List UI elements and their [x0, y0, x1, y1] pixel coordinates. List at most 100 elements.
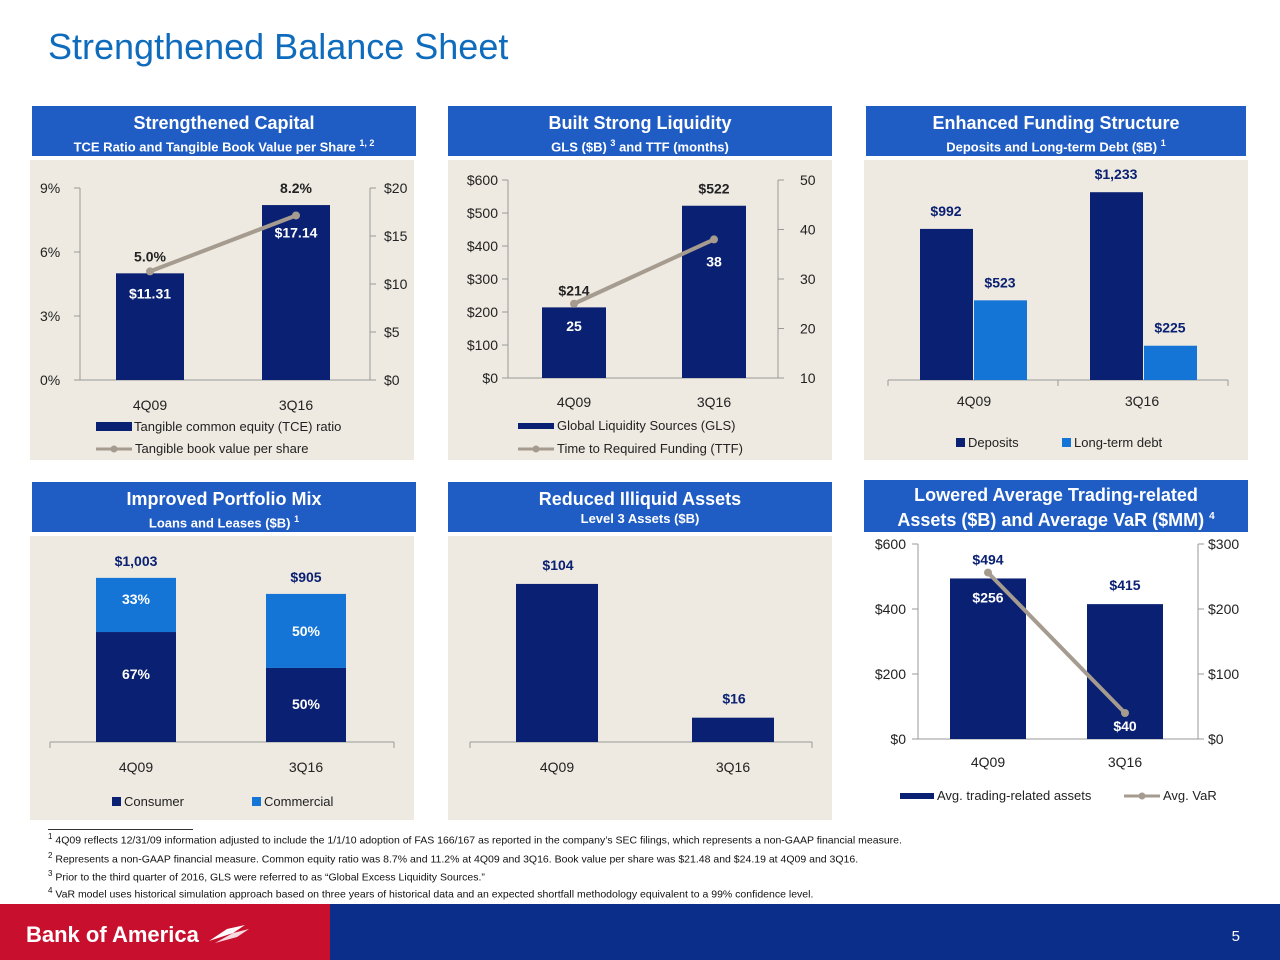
panel-header-trading: Lowered Average Trading-related Assets (… [864, 480, 1248, 532]
tick-label: $10 [384, 276, 408, 292]
panel-title: Improved Portfolio Mix [126, 489, 322, 509]
series-line [573, 237, 715, 306]
bar [1144, 345, 1197, 380]
panel-subtitle: Level 3 Assets ($B) [580, 511, 700, 526]
line-point [292, 211, 300, 220]
legend-swatch [1062, 438, 1071, 447]
legend-label: Tangible common equity (TCE) ratio [134, 419, 341, 434]
footnote-divider [48, 829, 193, 830]
bank-logo: Bank of America [26, 922, 251, 948]
data-label: 38 [706, 253, 722, 269]
footnote-ref: 1 [1160, 138, 1166, 148]
panel-title: Reduced Illiquid Assets [538, 489, 742, 509]
category-label: 4Q09 [119, 759, 153, 775]
tick-label: 10 [800, 370, 816, 386]
tick-label: 50 [800, 172, 816, 188]
footnote-ref: 3 [610, 138, 616, 148]
panel-header-funding: Enhanced Funding Structure Deposits and … [866, 106, 1246, 156]
legend-marker [532, 445, 540, 453]
data-label: 33% [122, 591, 151, 607]
chart-capital: 0% 3% 6% 9% $0 $5 $10 $15 $20 5.0% 8.2% $11.31 $17.1… [40, 180, 408, 456]
data-label: $522 [698, 181, 729, 197]
data-label: 50% [292, 696, 321, 712]
tick-label: $600 [467, 172, 498, 188]
legend-label: Deposits [968, 435, 1019, 450]
data-label: 25 [566, 318, 582, 334]
tick-label: $0 [482, 370, 498, 386]
footnote-ref: 4 [1209, 511, 1215, 522]
tick-label: 20 [800, 321, 816, 337]
bar [682, 205, 746, 378]
bar [1090, 192, 1143, 380]
tick-label: $600 [875, 536, 906, 552]
line-point [984, 568, 992, 577]
bar-consumer [96, 632, 176, 742]
bar-consumer [266, 667, 346, 742]
legend-swatch [112, 797, 121, 806]
footnote-ref: 1, 2 [359, 138, 375, 148]
tick-label: $400 [875, 601, 906, 617]
category-label: 4Q09 [971, 754, 1005, 770]
data-label: $40 [1113, 718, 1137, 734]
legend-label: Avg. trading-related assets [937, 788, 1092, 803]
legend-swatch [900, 793, 934, 799]
tick-label: $0 [384, 372, 400, 388]
panel-body-portfolio: 67% 33% $1,003 50% 50% $905 4Q09 3Q16 Consumer Co… [30, 536, 414, 820]
data-label: $1,233 [1095, 166, 1138, 182]
bar [950, 578, 1026, 739]
panel-title: Built Strong Liquidity [548, 113, 732, 133]
panel-title: Enhanced Funding Structure [932, 113, 1180, 133]
category-label: 3Q16 [289, 759, 323, 775]
data-label: $225 [1154, 320, 1185, 336]
bar [542, 307, 606, 378]
data-label: $415 [1109, 577, 1140, 593]
legend-label: Global Liquidity Sources (GLS) [557, 418, 735, 433]
flag-logo-icon [208, 925, 249, 943]
bar [692, 717, 774, 742]
data-label: $494 [972, 551, 1003, 567]
panel-body-trading: $0 $200 $400 $600 $0 $100 $200 $300 $494 $415 $256… [864, 534, 1280, 820]
panel-body-funding: $992 $1,233 $523 $225 4Q09 3Q16 Deposits Long-t… [864, 160, 1248, 460]
line-point [146, 267, 154, 276]
category-label: 4Q09 [557, 394, 591, 410]
bar [262, 205, 330, 380]
panel-subtitle: and TTF (months) [619, 139, 729, 155]
data-label: $17.14 [275, 224, 318, 240]
tick-label: $0 [1208, 731, 1224, 747]
data-label: $104 [542, 557, 573, 573]
legend-label: Long-term debt [1074, 435, 1163, 450]
data-label: $256 [972, 590, 1003, 606]
tick-label: 3% [40, 308, 60, 324]
legend-marker [1138, 792, 1146, 800]
bar [974, 300, 1027, 380]
tick-label: $300 [1208, 536, 1239, 552]
footnote-ref: 1 [294, 514, 300, 524]
chart-funding: $992 $1,233 $523 $225 4Q09 3Q16 Deposits Long-t… [887, 166, 1229, 450]
chart-liquidity: $0 $100 $200 $300 $400 $500 $600 10 20 30 40 50 $214… [467, 172, 816, 456]
footer-band-accent [330, 904, 1280, 960]
legend-label: Consumer [124, 794, 185, 809]
series-line [986, 571, 1127, 715]
tick-label: $300 [467, 271, 498, 287]
tick-label: $15 [384, 228, 408, 244]
category-label: 3Q16 [279, 397, 313, 413]
footnote-2: 2 Represents a non-GAAP financial measur… [48, 851, 859, 866]
tick-label: $500 [467, 205, 498, 221]
tick-label: 6% [40, 244, 60, 260]
chart-portfolio: 67% 33% $1,003 50% 50% $905 4Q09 3Q16 Consumer Co… [49, 553, 395, 809]
panel-subtitle: Loans and Leases ($B) [148, 515, 291, 531]
tick-label: $100 [1208, 666, 1239, 682]
data-label: $523 [984, 274, 1015, 290]
tick-label: $200 [875, 666, 906, 682]
data-label: $905 [290, 569, 321, 585]
tick-label: 40 [800, 222, 816, 238]
category-label: 4Q09 [540, 759, 574, 775]
line-point [710, 235, 718, 244]
panel-header-portfolio: Improved Portfolio Mix Loans and Leases … [32, 482, 416, 532]
legend-label: Tangible book value per share [135, 441, 308, 456]
line-point [1121, 709, 1129, 717]
footnote-3: 3 Prior to the third quarter of 2016, GL… [48, 869, 485, 884]
tick-label: $200 [1208, 601, 1239, 617]
line-point [570, 299, 578, 308]
legend-swatch [96, 422, 132, 431]
